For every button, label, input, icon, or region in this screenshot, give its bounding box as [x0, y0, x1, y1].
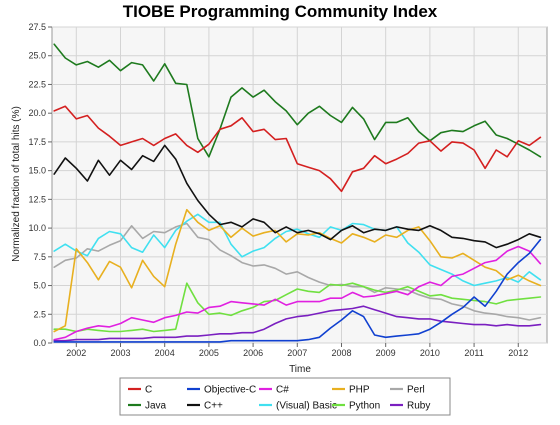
y-tick-label: 2.5 — [33, 309, 46, 319]
y-tick-label: 7.5 — [33, 252, 46, 262]
y-tick-label: 12.5 — [28, 194, 46, 204]
plot-area — [51, 26, 548, 344]
y-tick-label: 27.5 — [28, 22, 46, 32]
x-tick-label: 2010 — [420, 348, 440, 358]
legend-label: Objective-C — [204, 385, 256, 396]
x-tick-label: 2012 — [508, 348, 528, 358]
legend-label: Perl — [407, 385, 425, 396]
series-line-objective-c — [53, 238, 542, 343]
legend-label: C# — [276, 385, 289, 396]
x-tick-label: 2005 — [199, 348, 219, 358]
series-line-java — [53, 43, 542, 158]
series-line-visual-basic — [53, 213, 542, 287]
x-tick-label: 2004 — [155, 348, 175, 358]
x-tick-label: 2006 — [243, 348, 263, 358]
y-tick-label: 10.0 — [28, 223, 46, 233]
y-tick-label: 20.0 — [28, 108, 46, 118]
x-tick-label: 2008 — [331, 348, 351, 358]
legend-label: Python — [349, 401, 380, 412]
legend-label: PHP — [349, 385, 370, 396]
x-tick-label: 2002 — [66, 348, 86, 358]
y-tick-label: 5.0 — [33, 281, 46, 291]
y-tick-label: 25.0 — [28, 51, 46, 61]
x-tick-label: 2009 — [376, 348, 396, 358]
y-tick-label: 15.0 — [28, 166, 46, 176]
legend-label: Java — [145, 401, 167, 412]
legend-label: C++ — [204, 401, 223, 412]
legend-label: Ruby — [407, 401, 430, 412]
x-axis-label: Time — [289, 364, 311, 375]
legend-label: C — [145, 385, 152, 396]
legend: C Objective-C C# PHP Perl Java C++ (Visual) Bas… — [119, 377, 451, 416]
series-line-ruby — [53, 305, 542, 342]
grid — [51, 26, 548, 344]
y-axis-label: Normalized fraction of total hits (%) — [11, 106, 22, 262]
x-tick-label: 2007 — [287, 348, 307, 358]
series-line-php — [53, 208, 542, 333]
series-line-perl — [53, 222, 542, 321]
y-tick-label: 22.5 — [28, 79, 46, 89]
series-line-python — [53, 282, 542, 333]
chart-title: TIOBE Programming Community Index — [123, 2, 438, 21]
series-line-c — [53, 144, 542, 249]
legend-label: (Visual) Basic — [276, 401, 337, 412]
x-tick-label: 2003 — [110, 348, 130, 358]
x-tick-label: 2011 — [464, 348, 483, 358]
series-line-c — [53, 245, 542, 341]
legend-box — [119, 377, 451, 416]
series-group — [53, 43, 542, 343]
series-line-c — [53, 105, 542, 193]
y-tick-label: 17.5 — [28, 137, 46, 147]
axes: 0.0 2.5 5.0 7.5 10.0 12.5 15.0 17.5 20.0 22.5 25.0… — [28, 22, 528, 358]
y-tick-label: 0.0 — [33, 338, 46, 348]
